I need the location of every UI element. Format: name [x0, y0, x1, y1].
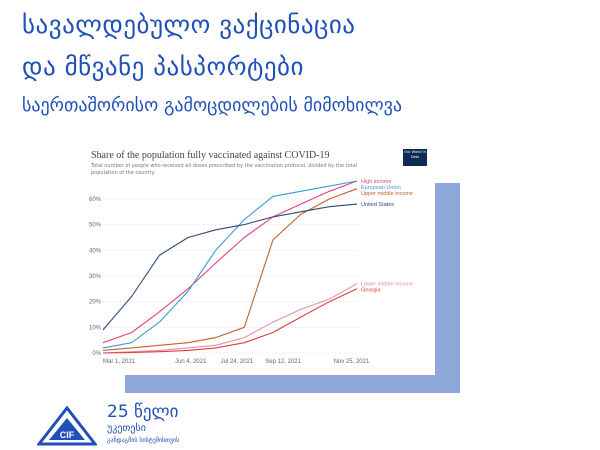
- legend-label: Georgia: [361, 288, 382, 294]
- page-title-line-2: და მწვანე პასპორტები: [22, 52, 304, 81]
- logo-years-text: 25 წელი: [107, 402, 179, 422]
- legend-label: Upper middle income: [361, 191, 413, 197]
- x-tick-label: Jun 4, 2021: [175, 359, 207, 365]
- cif-logo-icon: CIF: [37, 406, 97, 446]
- page-subtitle: საერთაშორისო გამოცდილების მიმოხილვა: [22, 95, 403, 116]
- chart-subtitle: Total number of people who received all …: [91, 163, 358, 176]
- legend-label: Lower middle income: [361, 282, 413, 288]
- series-line-lower-middle-income: [102, 283, 358, 354]
- y-tick-label: 20%: [89, 300, 102, 306]
- owid-logo-badge: Our World in Data: [403, 149, 427, 166]
- series-line-upper-middle-income: [102, 188, 358, 351]
- x-tick-label: Nov 25, 2021: [334, 359, 370, 365]
- chart-card: 0% 10% 20% 30% 40% 50% 60% Mar 1, 2021 Jun 4, 20…: [85, 145, 435, 375]
- y-tick-label: 60%: [89, 197, 102, 203]
- logo-tagline-line-2: განდაგმის სისტემისთვის: [107, 437, 180, 444]
- series-line-european-union: [102, 180, 358, 349]
- page-title-line-1: სავალდებულო ვაქცინაცია: [22, 10, 356, 39]
- x-tick-label: Mar 1, 2021: [103, 359, 136, 365]
- logo-tagline-line-1: უკეთესი: [107, 423, 146, 434]
- x-tick-label: Sep 12, 2021: [265, 359, 301, 365]
- y-tick-label: 10%: [89, 325, 102, 331]
- series-line-georgia: [102, 288, 358, 354]
- series-line-united-states: [102, 203, 358, 331]
- x-tick-label: Jul 24, 2021: [221, 359, 254, 365]
- legend-label: High income: [361, 179, 392, 185]
- logo-mark-text: CIF: [60, 430, 75, 440]
- y-tick-label: 30%: [89, 274, 102, 280]
- vaccination-line-chart: 0% 10% 20% 30% 40% 50% 60% Mar 1, 2021 Jun 4, 20…: [89, 179, 413, 365]
- series-line-high-income: [102, 180, 358, 344]
- legend-label: United States: [361, 202, 394, 208]
- y-tick-label: 40%: [89, 248, 102, 254]
- y-tick-label: 0%: [92, 351, 101, 357]
- legend-label: European Union: [361, 185, 401, 191]
- chart-title: Share of the population fully vaccinated…: [91, 150, 330, 161]
- y-tick-label: 50%: [89, 223, 102, 229]
